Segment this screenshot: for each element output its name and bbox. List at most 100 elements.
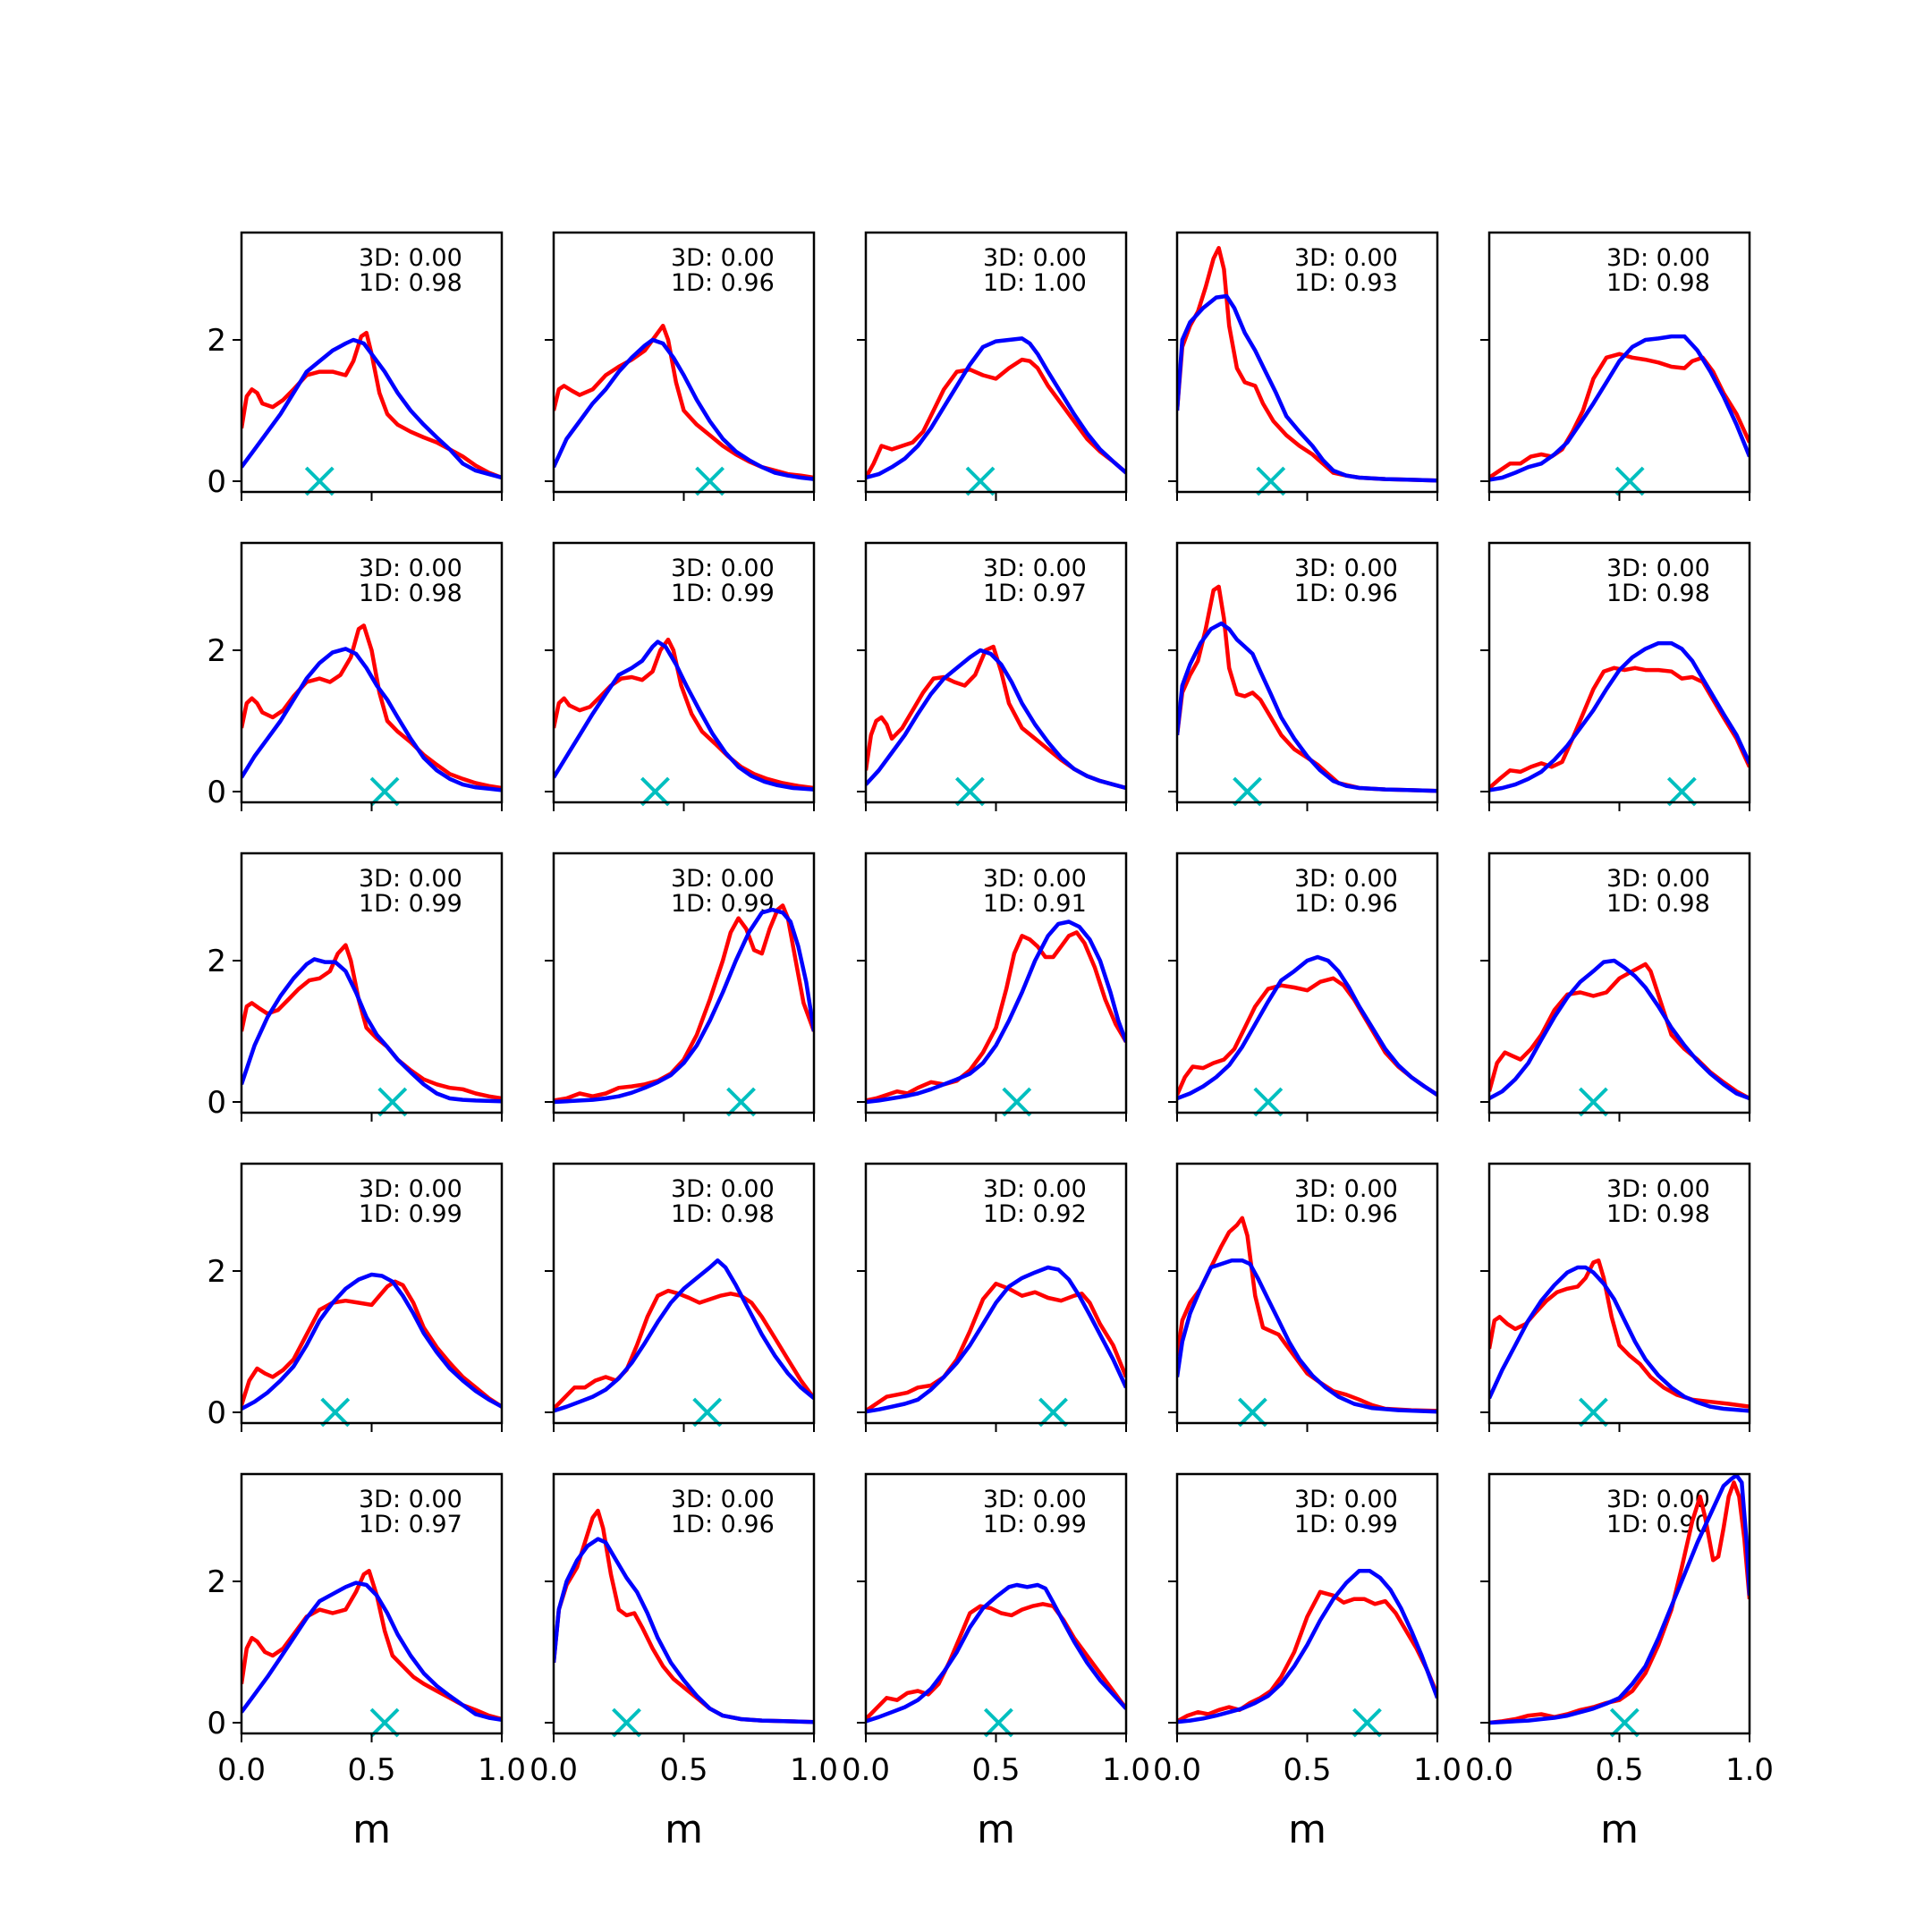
marker-x <box>983 1707 1013 1738</box>
red-density-line <box>866 644 1126 791</box>
marker-x <box>369 1707 400 1738</box>
blue-density-line <box>1177 621 1437 793</box>
annotation-1d: 1D: 0.96 <box>1294 890 1398 918</box>
annotation-3d: 3D: 0.00 <box>1294 555 1398 582</box>
annotation-1d: 1D: 0.96 <box>671 269 775 297</box>
annotation-3d: 3D: 0.00 <box>359 1175 462 1203</box>
annotation-3d: 3D: 0.00 <box>359 865 462 893</box>
x-axis-label: m <box>977 1807 1015 1852</box>
blue-density-line <box>1177 293 1437 483</box>
blue-density-line <box>242 337 502 480</box>
blue-density-line <box>242 1272 502 1411</box>
marker-x <box>1256 466 1286 496</box>
y-tick-label: 2 <box>207 633 226 669</box>
marker-x <box>1614 466 1645 496</box>
x-tick-label: 0.5 <box>659 1752 708 1788</box>
red-density-line <box>554 903 814 1103</box>
annotation-1d: 1D: 0.98 <box>359 269 462 297</box>
annotation-1d: 1D: 0.99 <box>359 1200 462 1228</box>
marker-x <box>692 1397 723 1428</box>
marker-x <box>726 1087 756 1117</box>
red-density-line <box>1177 1216 1437 1413</box>
y-tick-label: 0 <box>207 1395 226 1431</box>
marker-x <box>377 1087 408 1117</box>
y-tick-label: 0 <box>207 775 226 810</box>
red-density-line <box>554 1288 814 1411</box>
annotation-1d: 1D: 0.98 <box>1606 269 1710 297</box>
marker-x <box>1352 1707 1382 1738</box>
x-axis-label: m <box>352 1807 391 1852</box>
x-tick-label: 1.0 <box>1725 1752 1774 1788</box>
x-axis-label: m <box>1288 1807 1326 1852</box>
annotation-1d: 1D: 0.92 <box>983 1200 1087 1228</box>
x-tick-label: 0.0 <box>1153 1752 1201 1788</box>
annotation-3d: 3D: 0.00 <box>359 555 462 582</box>
blue-density-line <box>866 1265 1126 1414</box>
blue-density-line <box>866 648 1126 791</box>
annotation-1d: 1D: 0.97 <box>983 580 1087 607</box>
marker-x <box>1253 1087 1284 1117</box>
blue-density-line <box>1177 1258 1437 1414</box>
annotation-3d: 3D: 0.00 <box>359 1486 462 1513</box>
annotation-1d: 1D: 0.96 <box>671 1511 775 1538</box>
annotation-1d: 1D: 0.91 <box>983 890 1087 918</box>
annotation-1d: 1D: 0.99 <box>359 890 462 918</box>
annotation-1d: 1D: 0.96 <box>1294 580 1398 607</box>
blue-density-line <box>1489 640 1750 792</box>
annotation-3d: 3D: 0.00 <box>983 244 1087 272</box>
blue-density-line <box>242 647 502 792</box>
x-tick-label: 0.5 <box>971 1752 1020 1788</box>
y-tick-label: 0 <box>207 1706 226 1741</box>
annotation-3d: 3D: 0.00 <box>671 865 775 893</box>
blue-density-line <box>242 957 502 1104</box>
annotation-3d: 3D: 0.00 <box>983 1175 1087 1203</box>
marker-x <box>612 1707 641 1738</box>
annotation-3d: 3D: 0.00 <box>1606 1175 1710 1203</box>
blue-density-line <box>554 640 814 792</box>
blue-density-line <box>866 1582 1126 1724</box>
annotation-1d: 1D: 0.93 <box>1294 269 1398 297</box>
y-tick-label: 2 <box>207 1254 226 1290</box>
annotation-3d: 3D: 0.00 <box>671 1486 775 1513</box>
annotation-3d: 3D: 0.00 <box>1294 1175 1398 1203</box>
blue-density-line <box>1177 954 1437 1101</box>
x-tick-label: 0.0 <box>842 1752 890 1788</box>
annotation-1d: 1D: 0.98 <box>1606 1200 1710 1228</box>
red-density-line <box>866 357 1126 479</box>
blue-density-line <box>554 1258 814 1413</box>
y-tick-label: 2 <box>207 944 226 979</box>
annotation-3d: 3D: 0.00 <box>1606 865 1710 893</box>
annotation-3d: 3D: 0.00 <box>1606 1486 1710 1513</box>
blue-density-line <box>554 907 814 1105</box>
blue-density-line <box>554 1537 814 1724</box>
annotation-1d: 1D: 0.98 <box>1606 890 1710 918</box>
marker-x <box>695 466 725 496</box>
x-tick-label: 0.0 <box>530 1752 578 1788</box>
annotation-1d: 1D: 0.99 <box>671 890 775 918</box>
annotation-1d: 1D: 0.98 <box>359 580 462 607</box>
x-tick-label: 0.0 <box>217 1752 266 1788</box>
red-density-line <box>1177 584 1437 793</box>
annotation-3d: 3D: 0.00 <box>671 555 775 582</box>
annotation-3d: 3D: 0.00 <box>983 865 1087 893</box>
red-density-line <box>866 1281 1126 1413</box>
annotation-1d: 1D: 1.00 <box>983 269 1087 297</box>
annotation-3d: 3D: 0.00 <box>671 1175 775 1203</box>
annotation-1d: 1D: 0.99 <box>1294 1511 1398 1538</box>
marker-x <box>1237 1397 1267 1428</box>
blue-density-line <box>866 919 1126 1105</box>
blue-density-line <box>1177 1568 1437 1724</box>
y-tick-label: 0 <box>207 1085 226 1121</box>
